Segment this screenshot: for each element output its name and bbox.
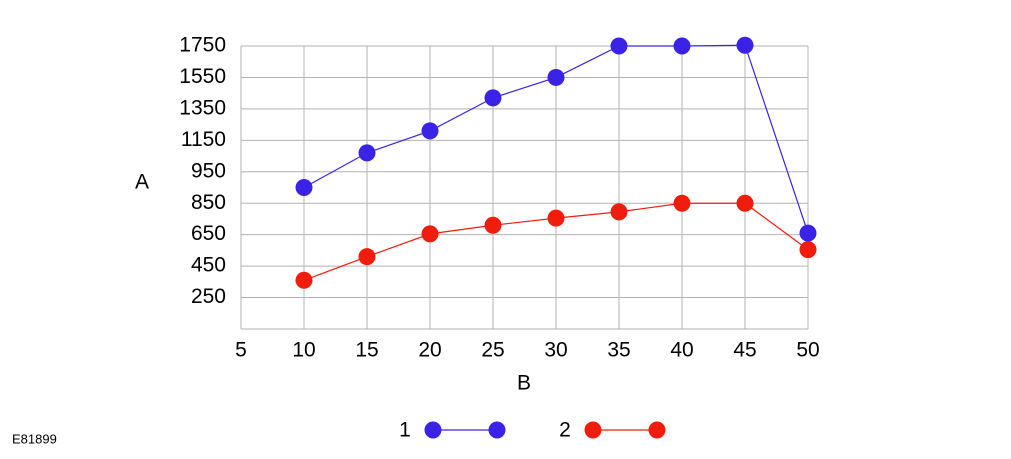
data-point bbox=[673, 194, 691, 212]
legend-marker bbox=[488, 421, 506, 439]
x-tick-label: 45 bbox=[733, 339, 756, 362]
y-tick-label: 1550 bbox=[179, 65, 226, 88]
data-point bbox=[799, 224, 817, 242]
data-point bbox=[547, 68, 565, 86]
data-point bbox=[358, 144, 376, 162]
x-tick-label: 50 bbox=[796, 339, 819, 362]
data-point bbox=[610, 37, 628, 55]
data-point bbox=[421, 225, 439, 243]
figure-code: E81899 bbox=[12, 431, 57, 446]
legend-marker bbox=[648, 421, 666, 439]
y-tick-label: 650 bbox=[191, 222, 226, 245]
y-axis-label: A bbox=[135, 171, 149, 194]
data-point bbox=[799, 241, 817, 259]
data-point bbox=[673, 37, 691, 55]
y-tick-label: 850 bbox=[191, 191, 226, 214]
x-tick-label: 5 bbox=[235, 339, 247, 362]
data-point bbox=[295, 271, 313, 289]
data-point bbox=[358, 248, 376, 266]
data-point bbox=[736, 36, 754, 54]
y-tick-label: 1150 bbox=[181, 128, 226, 151]
data-point bbox=[421, 122, 439, 140]
x-tick-label: 25 bbox=[481, 339, 504, 362]
legend-label: 1 bbox=[399, 419, 411, 442]
data-point bbox=[547, 209, 565, 227]
legend-marker bbox=[584, 421, 602, 439]
data-point bbox=[610, 203, 628, 221]
data-point bbox=[736, 194, 754, 212]
y-tick-label: 250 bbox=[191, 285, 226, 308]
x-tick-label: 40 bbox=[670, 339, 693, 362]
x-tick-label: 10 bbox=[292, 339, 315, 362]
data-point bbox=[484, 216, 502, 234]
y-tick-label: 950 bbox=[191, 159, 226, 182]
x-axis-label: B bbox=[517, 372, 531, 395]
x-tick-label: 20 bbox=[418, 339, 441, 362]
x-tick-label: 35 bbox=[607, 339, 630, 362]
y-tick-label: 450 bbox=[191, 254, 226, 277]
y-tick-label: 1350 bbox=[179, 96, 226, 119]
legend-label: 2 bbox=[559, 419, 571, 442]
data-point bbox=[295, 179, 313, 196]
x-tick-label: 15 bbox=[355, 339, 378, 362]
y-tick-label: 1750 bbox=[179, 34, 226, 57]
x-tick-label: 30 bbox=[544, 339, 567, 362]
legend-marker bbox=[424, 421, 442, 439]
data-point bbox=[484, 89, 502, 107]
